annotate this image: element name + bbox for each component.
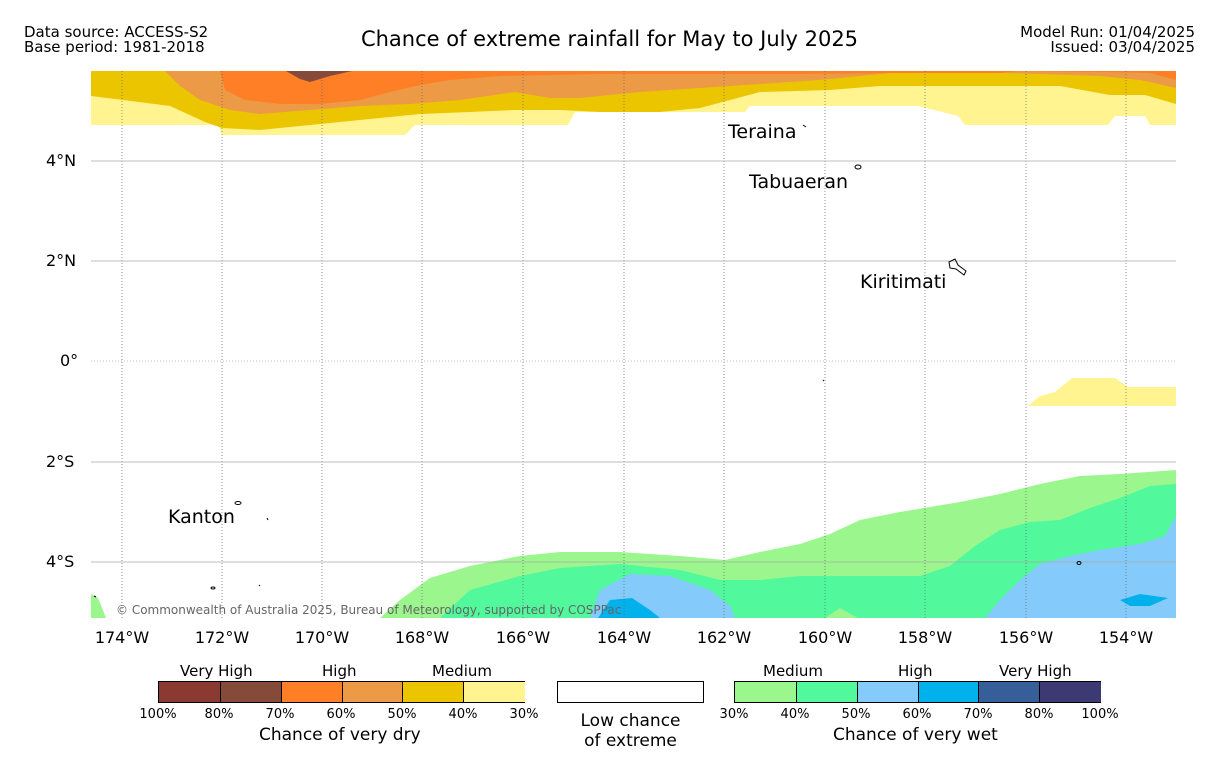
data-source-label: Data source: ACCESS-S2: [24, 23, 209, 41]
legend-dry-percent: 100%: [139, 707, 177, 722]
legend-wet-swatch: [978, 682, 1041, 702]
lon-tick-label: 168°W: [394, 628, 450, 647]
legend-wet-percent: 30%: [719, 707, 749, 722]
kiritimati-island: [948, 258, 967, 276]
legend-wet-percent: 70%: [963, 707, 993, 722]
lat-tick-label: 2°S: [46, 452, 75, 471]
legend-wet-level-very-high: Very High: [999, 662, 1072, 680]
small-island: [93, 595, 97, 598]
legend-dry-percent: 60%: [326, 707, 356, 722]
legend-dry-swatch: [463, 682, 525, 702]
place-label-tabuaeran: Tabuaeran: [749, 171, 849, 193]
legend-wet-swatch: [917, 682, 980, 702]
island-outlines: [93, 124, 1082, 598]
lon-tick-label: 160°W: [797, 628, 853, 647]
lat-gridlines: [91, 160, 1176, 563]
legend-wet-title: Chance of very wet: [833, 725, 998, 745]
teraina-island: [802, 124, 807, 128]
legend-wet-percent: 50%: [841, 707, 871, 722]
dry-60-region: [220, 71, 1020, 104]
legend-dry-swatch: [219, 682, 282, 702]
legend-low-chance-label: of extreme: [584, 731, 677, 751]
legend-wet-swatch: [735, 682, 796, 702]
small-island: [258, 584, 261, 587]
map-title: Chance of extreme rainfall for May to Ju…: [360, 27, 859, 51]
legend-dry-percent: 50%: [387, 707, 417, 722]
wet-50-region-east: [985, 516, 1176, 618]
legend-wet-colorbar: [734, 681, 1101, 703]
lon-tick-label: 174°W: [94, 628, 150, 647]
lon-tick-label: 154°W: [1098, 628, 1154, 647]
lon-tick-label: 156°W: [998, 628, 1054, 647]
legend-dry-title: Chance of very dry: [259, 725, 421, 745]
legend-dry-percent: 40%: [448, 707, 478, 722]
legend-dry-swatch: [402, 682, 465, 702]
legend-low-chance-label: Low chance: [580, 711, 681, 731]
legend-wet-swatch: [795, 682, 858, 702]
lat-tick-label: 0°: [60, 351, 79, 370]
place-label-kanton: Kanton: [168, 506, 235, 528]
place-label-kiritimati: Kiritimati: [860, 271, 947, 293]
lat-tick-label: 4°S: [46, 552, 75, 571]
lon-tick-label: 162°W: [696, 628, 752, 647]
lon-tick-label: 166°W: [495, 628, 551, 647]
legend-dry-percent: 70%: [265, 707, 295, 722]
legend-dry-swatch: [341, 682, 404, 702]
small-island: [210, 586, 216, 590]
wet-60-region-east: [1120, 594, 1168, 606]
wet-30-patch: [825, 608, 858, 618]
legend-dry-swatch: [280, 682, 343, 702]
legend-dry-level-very-high: Very High: [180, 662, 253, 680]
small-island: [822, 379, 825, 382]
legend-wet-percent: 40%: [780, 707, 810, 722]
lon-gridlines: [121, 71, 1127, 618]
lon-tick-label: 172°W: [194, 628, 250, 647]
legend-dry-colorbar: [158, 681, 525, 703]
dry-80-region: [286, 71, 352, 82]
legend-dry-percent: 30%: [509, 707, 539, 722]
legend-wet-percent: 60%: [902, 707, 932, 722]
place-label-teraina: Teraina: [728, 121, 797, 143]
kanton-island: [234, 501, 242, 505]
base-period-label: Base period: 1981-2018: [24, 38, 205, 56]
copyright-notice: © Commonwealth of Australia 2025, Bureau…: [116, 603, 622, 617]
legend-dry-level-medium: Medium: [432, 662, 492, 680]
legend-wet-swatch: [1039, 682, 1101, 702]
legend-wet-percent: 80%: [1024, 707, 1054, 722]
legend-wet-percent: 100%: [1081, 707, 1119, 722]
legend-low-chance-box: [557, 681, 704, 703]
issued-label: Issued: 03/04/2025: [1050, 38, 1195, 56]
wet-60-region: [598, 598, 660, 618]
lat-tick-label: 4°N: [46, 151, 77, 170]
legend-wet-level-high: High: [898, 662, 933, 680]
small-island: [1076, 561, 1082, 565]
tabuaeran-island: [854, 164, 862, 170]
legend-dry-swatch: [159, 682, 220, 702]
dry-30-patch-equator: [1028, 378, 1176, 406]
dry-60-region-east: [1020, 71, 1176, 80]
legend-dry-percent: 80%: [204, 707, 234, 722]
small-island: [266, 517, 269, 521]
legend-wet-level-medium: Medium: [763, 662, 823, 680]
lat-tick-label: 2°N: [46, 251, 77, 270]
lon-tick-label: 158°W: [897, 628, 953, 647]
lon-tick-label: 164°W: [596, 628, 652, 647]
legend-wet-swatch: [856, 682, 919, 702]
model-run-label: Model Run: 01/04/2025: [1020, 23, 1195, 41]
wet-30-patch-west: [91, 594, 106, 618]
legend-dry-level-high: High: [322, 662, 357, 680]
lon-tick-label: 170°W: [294, 628, 350, 647]
